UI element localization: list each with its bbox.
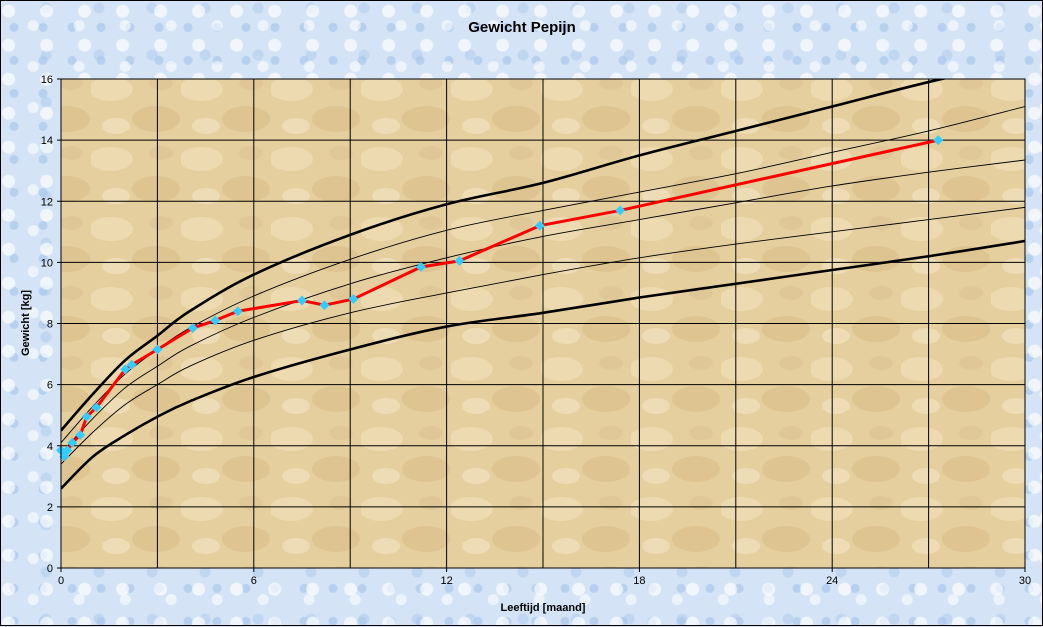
- y-tick-label: 12: [41, 196, 53, 208]
- weight-data-point: [615, 205, 626, 216]
- weight-data-point: [232, 306, 243, 317]
- y-tick-label: 10: [41, 257, 53, 269]
- reference-curve-5: [61, 239, 1025, 490]
- x-tick-label: 30: [1019, 575, 1031, 587]
- weight-data-point: [297, 295, 307, 306]
- y-axis-label: Gewicht [kg]: [20, 290, 32, 356]
- weight-data-point: [348, 294, 359, 304]
- y-tick-label: 8: [47, 319, 53, 331]
- weight-data-point: [152, 344, 163, 355]
- weight-data-point: [210, 315, 221, 326]
- weight-data-point: [415, 262, 426, 272]
- x-tick-label: 18: [633, 575, 645, 587]
- weight-data-point: [534, 220, 545, 231]
- x-tick-label: 6: [251, 575, 257, 587]
- y-tick-label: 6: [47, 380, 53, 392]
- weight-data-point: [319, 300, 330, 311]
- reference-curve-2: [61, 106, 1025, 443]
- y-tick-label: 14: [41, 135, 53, 147]
- weight-data-point: [454, 255, 465, 266]
- weight-data-point: [187, 323, 198, 334]
- y-tick-label: 16: [41, 74, 53, 86]
- y-tick-label: 0: [47, 563, 53, 575]
- x-axis-label: Leeftijd [maand]: [501, 602, 586, 614]
- weight-data-point: [126, 359, 137, 370]
- x-tick-label: 0: [58, 575, 64, 587]
- x-tick-label: 24: [826, 575, 838, 587]
- x-tick-label: 12: [440, 575, 452, 587]
- y-tick-label: 4: [47, 441, 53, 453]
- y-tick-label: 2: [47, 502, 53, 514]
- reference-curve-4: [61, 206, 1025, 465]
- reference-curve-3: [61, 159, 1025, 454]
- reference-curve-1: [61, 79, 948, 432]
- chart-title: Gewicht Pepijn: [468, 19, 576, 36]
- weight-data-point: [933, 135, 944, 146]
